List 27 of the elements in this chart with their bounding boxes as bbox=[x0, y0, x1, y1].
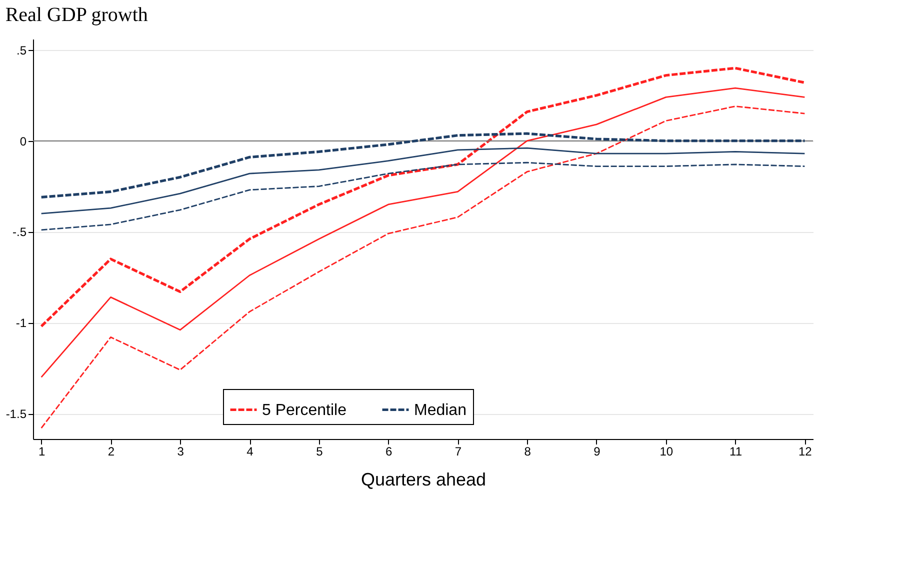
y-tick-label: 0 bbox=[20, 134, 27, 148]
x-tick-label: 11 bbox=[730, 444, 742, 458]
x-tick-label: 9 bbox=[594, 444, 601, 458]
x-tick-label: 4 bbox=[246, 444, 254, 458]
x-tick-label: 5 bbox=[316, 444, 324, 458]
line-series bbox=[40, 106, 806, 429]
y-tick-label: -1.5 bbox=[6, 407, 27, 422]
x-tick-label: 3 bbox=[177, 444, 184, 458]
legend-label: 5 Percentile bbox=[262, 402, 347, 419]
chart-title: Real GDP growth bbox=[5, 4, 148, 26]
x-tick-label: 8 bbox=[524, 444, 532, 458]
x-tick-label: 1 bbox=[38, 444, 46, 458]
line-series bbox=[40, 66, 806, 328]
x-tick-label: 10 bbox=[660, 444, 674, 458]
x-axis-title: Quarters ahead bbox=[360, 470, 486, 490]
line-series bbox=[40, 87, 806, 378]
x-tick-label: 2 bbox=[108, 444, 115, 458]
y-tick-label: .5 bbox=[16, 43, 27, 58]
x-tick-label: 7 bbox=[454, 444, 462, 458]
legend-label: Median bbox=[414, 402, 466, 419]
y-tick-label: -1 bbox=[16, 316, 27, 330]
line-series bbox=[40, 162, 806, 231]
y-tick-label: -.5 bbox=[12, 225, 27, 240]
line-series bbox=[40, 147, 806, 214]
line-series bbox=[40, 132, 806, 198]
x-tick-label: 12 bbox=[798, 444, 812, 458]
x-tick-label: 6 bbox=[385, 444, 392, 458]
